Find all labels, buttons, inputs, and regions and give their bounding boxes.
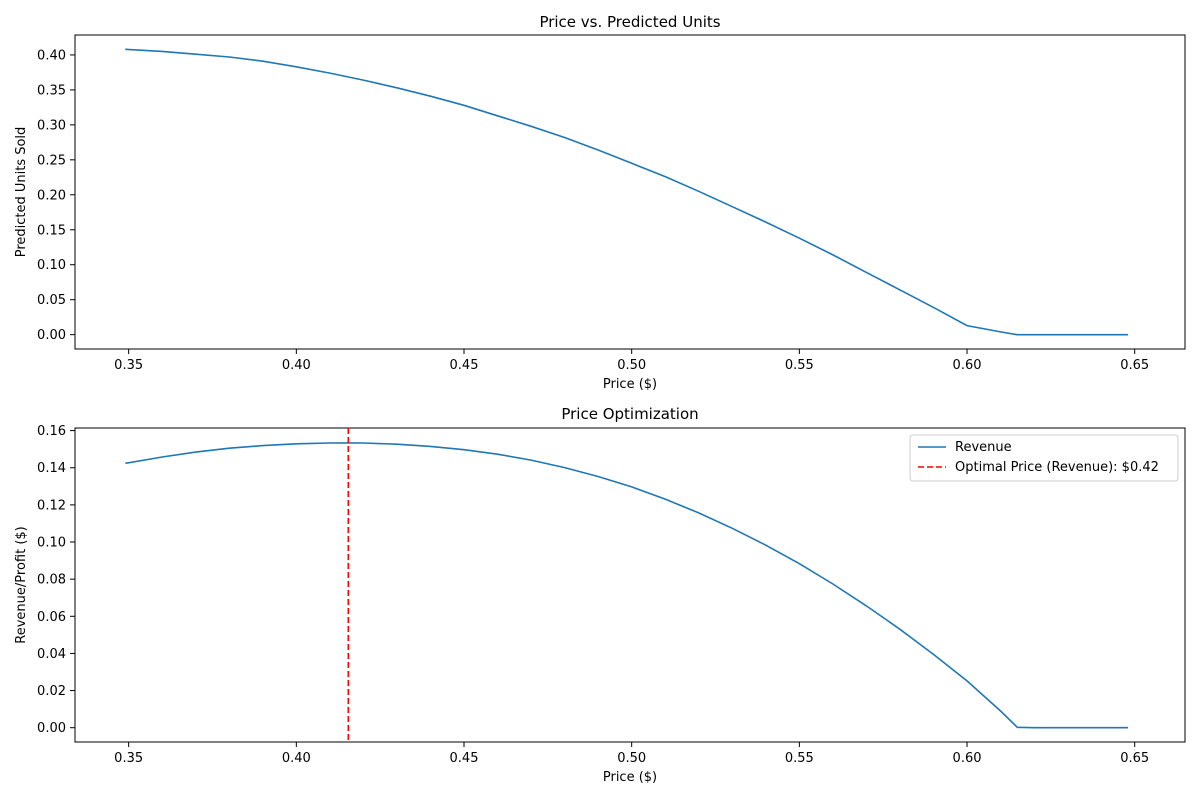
optimization-chart: Price Optimization 0.35 0.40 0.45 0.50 0.55 0…	[14, 405, 1186, 785]
units-chart-x-ticks: 0.35 0.40 0.45 0.50 0.55 0.60 0.65	[114, 349, 1149, 373]
y-tick-label: 0.25	[37, 153, 66, 168]
units-chart-plot-area	[74, 34, 1186, 350]
legend-label-optimal-price: Optimal Price (Revenue): $0.42	[955, 460, 1159, 475]
legend: Revenue Optimal Price (Revenue): $0.42	[909, 434, 1179, 482]
optimization-chart-plot-area	[74, 427, 1186, 743]
x-tick-label: 0.35	[114, 358, 143, 373]
units-chart: Price vs. Predicted Units 0.35 0.40 0.45 0.…	[14, 13, 1186, 392]
optimization-chart-y-axis-label: Revenue/Profit ($)	[14, 526, 29, 643]
x-tick-label: 0.45	[450, 358, 479, 373]
y-tick-label: 0.02	[37, 684, 66, 699]
units-chart-y-ticks: 0.00 0.05 0.10 0.15 0.20 0.25 0.30 0.35 0.40	[37, 48, 75, 343]
optimization-chart-x-axis-label: Price ($)	[603, 770, 657, 785]
y-tick-label: 0.00	[37, 328, 66, 343]
optimization-chart-x-ticks: 0.35 0.40 0.45 0.50 0.55 0.60 0.65	[114, 742, 1149, 766]
x-tick-label: 0.60	[953, 358, 982, 373]
y-tick-label: 0.15	[37, 223, 66, 238]
optimization-chart-title: Price Optimization	[561, 405, 698, 423]
y-tick-label: 0.10	[37, 258, 66, 273]
y-tick-label: 0.14	[37, 461, 66, 476]
x-tick-label: 0.50	[617, 358, 646, 373]
x-tick-label: 0.45	[450, 751, 479, 766]
legend-box	[909, 434, 1179, 482]
revenue-series-line	[125, 442, 1128, 729]
x-tick-label: 0.55	[785, 751, 814, 766]
x-tick-label: 0.65	[1120, 358, 1149, 373]
legend-label-revenue: Revenue	[955, 440, 1012, 455]
x-tick-label: 0.50	[617, 751, 646, 766]
x-tick-label: 0.55	[785, 358, 814, 373]
y-tick-label: 0.05	[37, 293, 66, 308]
x-tick-label: 0.40	[282, 751, 311, 766]
y-tick-label: 0.10	[37, 536, 66, 551]
y-tick-label: 0.12	[37, 498, 66, 513]
y-tick-label: 0.04	[37, 647, 66, 662]
y-tick-label: 0.06	[37, 610, 66, 625]
x-tick-label: 0.60	[953, 751, 982, 766]
y-tick-label: 0.16	[37, 424, 66, 439]
y-tick-label: 0.30	[37, 118, 66, 133]
y-tick-label: 0.40	[37, 48, 66, 63]
y-tick-label: 0.20	[37, 188, 66, 203]
x-tick-label: 0.40	[282, 358, 311, 373]
y-tick-label: 0.08	[37, 573, 66, 588]
units-chart-x-axis-label: Price ($)	[603, 377, 657, 392]
x-tick-label: 0.35	[114, 751, 143, 766]
y-tick-label: 0.35	[37, 83, 66, 98]
units-chart-title: Price vs. Predicted Units	[539, 13, 720, 31]
units-chart-y-axis-label: Predicted Units Sold	[14, 127, 29, 258]
units-chart-series-line	[125, 48, 1128, 336]
optimization-chart-y-ticks: 0.00 0.02 0.04 0.06 0.08 0.10 0.12 0.14 0.16	[37, 424, 75, 736]
y-tick-label: 0.00	[37, 721, 66, 736]
x-tick-label: 0.65	[1120, 751, 1149, 766]
